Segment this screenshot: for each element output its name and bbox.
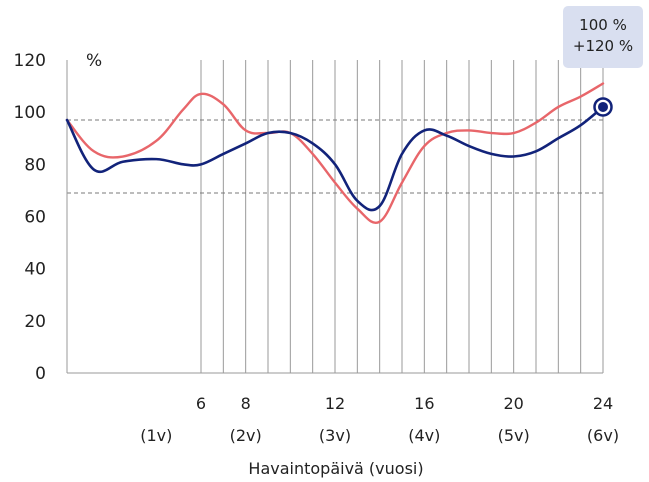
- x-year-label: (2v): [230, 426, 262, 445]
- x-tick-label: 16: [414, 394, 434, 413]
- y-tick-label: 100: [14, 103, 46, 123]
- x-tick-label: 6: [196, 394, 206, 413]
- callout-line-1: 100 %: [579, 16, 627, 34]
- reference-lines: [67, 119, 603, 194]
- series-line-2: [65, 105, 605, 212]
- x-tick-label: 12: [325, 394, 345, 413]
- end-point-marker-dot: [598, 101, 608, 112]
- y-axis-unit-label: %: [86, 51, 102, 71]
- series-line-1: [65, 82, 605, 224]
- y-tick-label: 20: [24, 312, 46, 332]
- x-tick-labels: 6 8 12 16 20 24: [196, 394, 613, 413]
- y-tick-label: 80: [24, 155, 46, 175]
- vertical-gridlines: [200, 60, 604, 373]
- x-year-label: (6v): [587, 426, 619, 445]
- y-tick-label: 0: [35, 364, 46, 384]
- x-tick-label: 24: [593, 394, 613, 413]
- x-year-label: (3v): [319, 426, 351, 445]
- series-markers: [593, 97, 613, 117]
- y-tick-label: 40: [24, 260, 46, 280]
- y-tick-labels: 0 20 40 60 80 100 120: [14, 51, 46, 384]
- y-tick-label: 60: [24, 208, 46, 228]
- callout-line-2: +120 %: [572, 37, 634, 55]
- x-tick-label: 8: [241, 394, 251, 413]
- x-subtick-labels: (1v) (2v) (3v) (4v) (5v) (6v): [140, 426, 619, 445]
- x-tick-label: 20: [503, 394, 523, 413]
- x-axis-title: Havaintopäivä (vuosi): [248, 459, 423, 478]
- x-year-label: (1v): [140, 426, 172, 445]
- value-callout: 100 % +120 %: [563, 6, 643, 68]
- x-year-label: (5v): [498, 426, 530, 445]
- y-tick-label: 120: [14, 51, 46, 71]
- series-lines: [65, 82, 605, 224]
- x-year-label: (4v): [408, 426, 440, 445]
